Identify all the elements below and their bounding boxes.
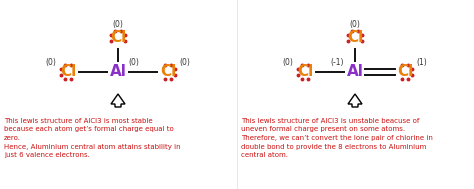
Text: (0): (0) [128, 59, 139, 67]
Text: Al: Al [109, 64, 127, 80]
Text: Al: Al [346, 64, 364, 80]
Text: central atom.: central atom. [241, 152, 288, 158]
Text: This lewis structure of AlCl3 is most stable: This lewis structure of AlCl3 is most st… [4, 118, 153, 124]
Text: This lewis structure of AlCl3 is unstable beacuse of: This lewis structure of AlCl3 is unstabl… [241, 118, 419, 124]
Polygon shape [111, 94, 125, 107]
Text: (1): (1) [417, 59, 428, 67]
Text: (0): (0) [180, 59, 191, 67]
Text: (0): (0) [112, 19, 123, 29]
Text: Therefore, we can’t convert the lone pair of chlorine in: Therefore, we can’t convert the lone pai… [241, 135, 433, 141]
Text: zero.: zero. [4, 135, 21, 141]
Text: just 6 valence electrons.: just 6 valence electrons. [4, 152, 90, 158]
Text: Cl: Cl [110, 30, 126, 46]
Text: Cl: Cl [347, 30, 363, 46]
Text: (0): (0) [349, 19, 360, 29]
Text: Cl: Cl [297, 64, 313, 80]
Text: Cl: Cl [160, 64, 176, 80]
Text: (0): (0) [46, 59, 56, 67]
Text: Hence, Aluminium central atom attains stability in: Hence, Aluminium central atom attains st… [4, 143, 181, 149]
Text: uneven formal charge present on some atoms.: uneven formal charge present on some ato… [241, 126, 405, 132]
Text: Cl: Cl [397, 64, 413, 80]
Polygon shape [348, 94, 362, 107]
Text: (-1): (-1) [330, 59, 344, 67]
Text: because each atom get’s formal charge equal to: because each atom get’s formal charge eq… [4, 126, 174, 132]
Text: double bond to provide the 8 electrons to Aluminium: double bond to provide the 8 electrons t… [241, 143, 427, 149]
Text: (0): (0) [283, 59, 293, 67]
Text: Cl: Cl [60, 64, 76, 80]
